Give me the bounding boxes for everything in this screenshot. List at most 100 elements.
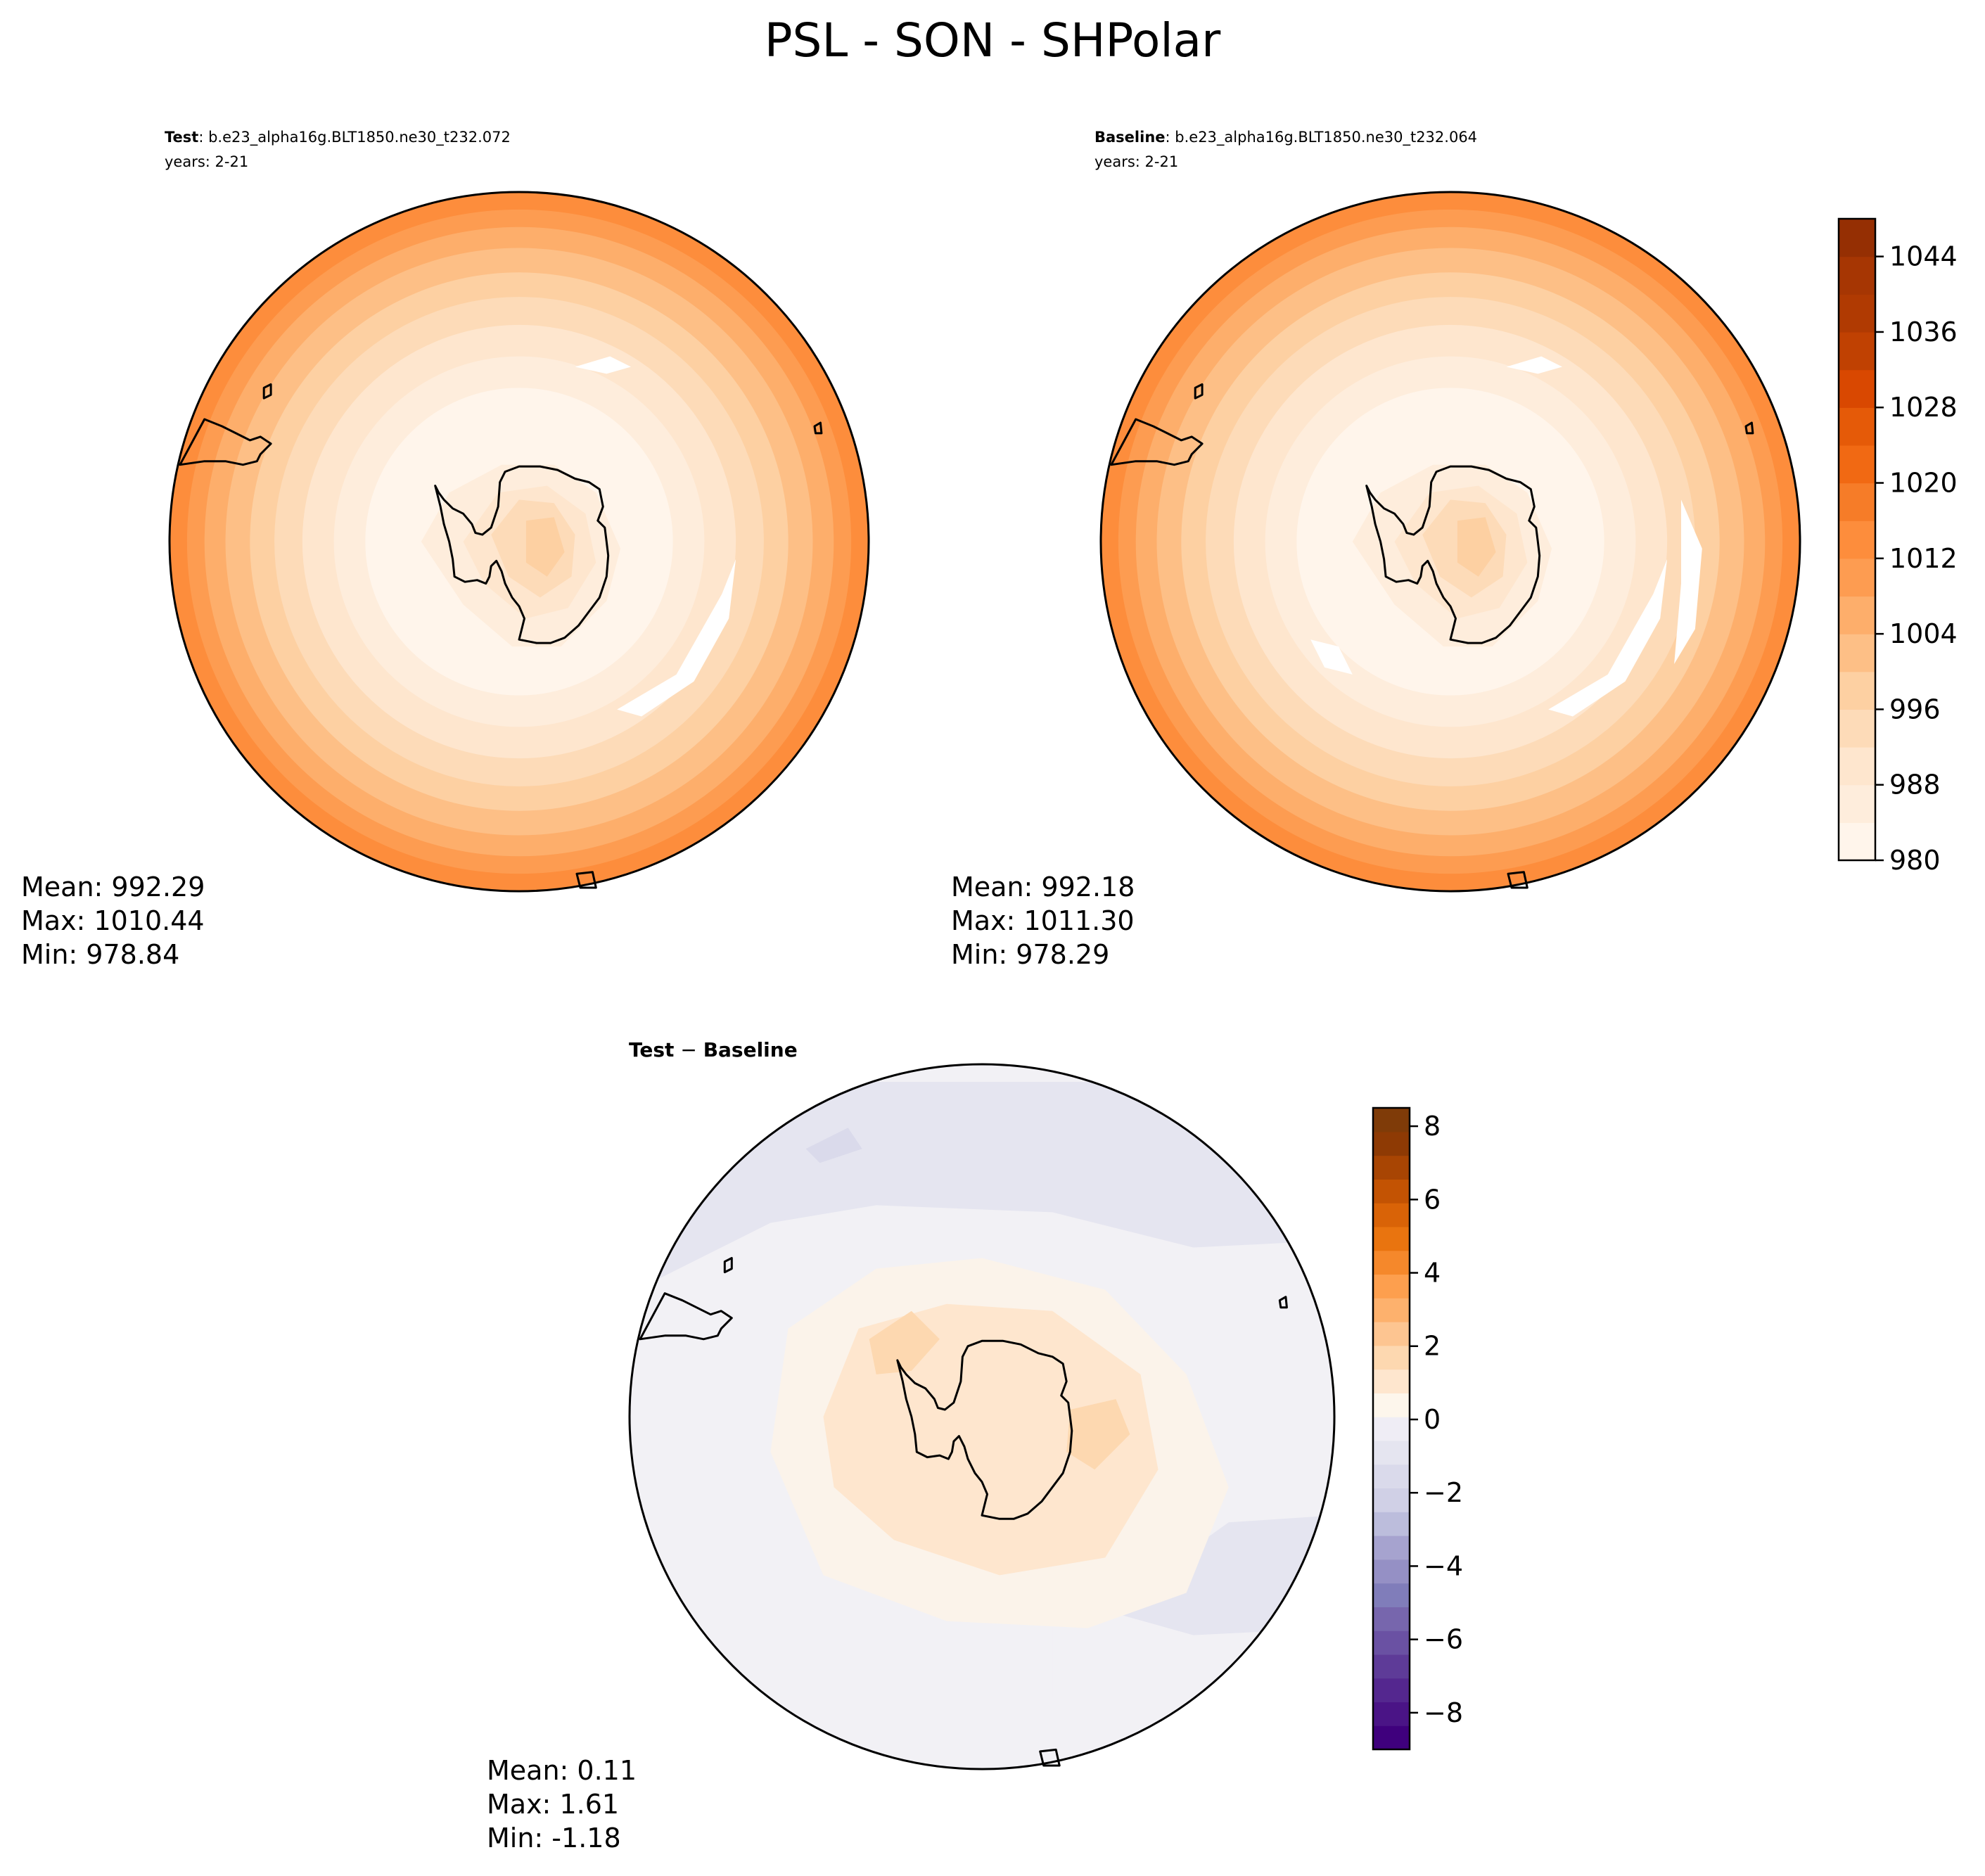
colorbar-segment bbox=[1373, 1488, 1410, 1512]
colorbar-tick-label: 6 bbox=[1424, 1184, 1441, 1215]
colorbar-tick-label: 8 bbox=[1424, 1111, 1441, 1142]
colorbar-segment bbox=[1373, 1440, 1410, 1465]
island-coast bbox=[1194, 383, 1204, 400]
difference-map bbox=[630, 1064, 1334, 1769]
difference-title-bold-b: Baseline bbox=[703, 1038, 798, 1061]
colorbar-tick-label: −8 bbox=[1424, 1697, 1463, 1728]
difference-contour-band bbox=[1066, 1399, 1130, 1470]
low-pressure-area bbox=[1506, 356, 1562, 374]
island-coast bbox=[1278, 1296, 1288, 1309]
low-pressure-area bbox=[617, 559, 736, 717]
colorbar-segment bbox=[1839, 331, 1875, 371]
colorbar-segment bbox=[1839, 709, 1875, 748]
colorbar-segment bbox=[1373, 1654, 1410, 1679]
island-coast bbox=[813, 421, 823, 435]
figure-title: PSL - SON - SHPolar bbox=[765, 13, 1221, 68]
colorbar-segment bbox=[1839, 369, 1875, 408]
test-min: Min: 978.84 bbox=[21, 939, 179, 970]
island-coast bbox=[723, 1257, 733, 1274]
low-pressure-area bbox=[575, 356, 631, 374]
colorbar-segment bbox=[1373, 1702, 1410, 1726]
colorbar-tick-label: 1028 bbox=[1889, 392, 1958, 423]
colorbar-tick-label: 2 bbox=[1424, 1331, 1441, 1362]
test-title-rest: : b.e23_alpha16g.BLT1850.ne30_t232.072 bbox=[198, 129, 511, 146]
colorbar-segment bbox=[1373, 1417, 1410, 1441]
colorbar-segment bbox=[1373, 1203, 1410, 1227]
colorbar-segment bbox=[1373, 1631, 1410, 1655]
colorbar-tick-label: 0 bbox=[1424, 1404, 1441, 1435]
absolute-colorbar: 980 988 996 1004 1012 1020 1028 1036 1044 bbox=[1837, 217, 1958, 876]
antarctica-coast bbox=[434, 465, 610, 644]
difference-coastline bbox=[639, 1257, 1288, 1767]
colorbar-segment bbox=[1373, 1131, 1410, 1156]
colorbar-segment bbox=[1373, 1559, 1410, 1584]
test-title-bold: Test bbox=[165, 129, 198, 146]
colorbar-segment bbox=[1373, 1345, 1410, 1370]
island-coast bbox=[1039, 1748, 1061, 1767]
colorbar-segment bbox=[1839, 445, 1875, 484]
difference-max: Max: 1.61 bbox=[487, 1789, 619, 1820]
test-title: Test: b.e23_alpha16g.BLT1850.ne30_t232.0… bbox=[165, 129, 511, 146]
difference-mean: Mean: 0.11 bbox=[487, 1755, 637, 1786]
difference-contour-band bbox=[630, 1082, 1334, 1294]
colorbar-segment bbox=[1373, 1298, 1410, 1322]
colorbar-segment bbox=[1839, 784, 1875, 823]
colorbar-segment bbox=[1839, 483, 1875, 521]
baseline-title-bold: Baseline bbox=[1094, 129, 1166, 146]
colorbar-tick-label: −2 bbox=[1424, 1477, 1463, 1508]
test-mean: Mean: 992.29 bbox=[21, 872, 205, 902]
pressure-contour-band bbox=[1457, 517, 1496, 577]
colorbar-tick-label: −4 bbox=[1424, 1550, 1463, 1581]
colorbar-segment bbox=[1839, 747, 1875, 786]
colorbar-tick-label: 980 bbox=[1889, 845, 1941, 876]
baseline-map-outline bbox=[1099, 191, 1801, 893]
colorbar-segment bbox=[1373, 1369, 1410, 1393]
low-pressure-area bbox=[1548, 559, 1668, 717]
colorbar-tick-label: 1036 bbox=[1889, 317, 1958, 347]
colorbar-segment bbox=[1839, 256, 1875, 295]
colorbar-segment bbox=[1373, 1226, 1410, 1251]
colorbar-segment bbox=[1373, 1393, 1410, 1417]
difference-panel: Test − Baseline Mean: 0.11 Max: 1.61 Min… bbox=[487, 1038, 1336, 1853]
colorbar-tick-label: 1004 bbox=[1889, 618, 1958, 649]
difference-contour-band bbox=[869, 1310, 940, 1374]
baseline-map bbox=[1101, 192, 1800, 891]
colorbar-segment bbox=[1839, 219, 1875, 257]
colorbar-segment bbox=[1373, 1464, 1410, 1489]
colorbar-segment bbox=[1839, 521, 1875, 559]
colorbar-tick-label: 4 bbox=[1424, 1258, 1441, 1289]
colorbar-segment bbox=[1373, 1108, 1410, 1132]
colorbar-segment bbox=[1373, 1607, 1410, 1631]
difference-contour-band bbox=[1105, 1515, 1334, 1635]
colorbar-segment bbox=[1373, 1583, 1410, 1607]
colorbar-frame bbox=[1837, 217, 1877, 862]
low-pressure-area bbox=[1674, 499, 1702, 664]
difference-title: Test − Baseline bbox=[629, 1038, 798, 1061]
colorbar-tick-label: 996 bbox=[1889, 694, 1941, 725]
difference-contour-band bbox=[805, 1128, 862, 1163]
south-america-coast bbox=[179, 418, 272, 466]
south-america-coast bbox=[639, 1292, 733, 1341]
baseline-max: Max: 1011.30 bbox=[951, 905, 1135, 936]
baseline-mean: Mean: 992.18 bbox=[951, 872, 1135, 902]
colorbar-tick-label: 1012 bbox=[1889, 543, 1958, 574]
colorbar-segment bbox=[1373, 1274, 1410, 1298]
colorbar-segment bbox=[1839, 407, 1875, 446]
difference-colorbar: −8 −6 −4 −2 0 2 4 6 8 bbox=[1372, 1106, 1463, 1751]
baseline-title: Baseline: b.e23_alpha16g.BLT1850.ne30_t2… bbox=[1094, 129, 1477, 146]
colorbar-segment bbox=[1373, 1678, 1410, 1703]
south-america-coast bbox=[1110, 418, 1204, 466]
baseline-panel: Baseline: b.e23_alpha16g.BLT1850.ne30_t2… bbox=[951, 129, 1801, 970]
colorbar-segment bbox=[1373, 1322, 1410, 1346]
colorbar-segment bbox=[1839, 671, 1875, 710]
test-subtitle: years: 2-21 bbox=[165, 153, 248, 170]
test-map bbox=[170, 192, 869, 891]
colorbar-tick-label: 1044 bbox=[1889, 241, 1958, 272]
test-map-outline bbox=[168, 191, 870, 893]
test-panel: Test: b.e23_alpha16g.BLT1850.ne30_t232.0… bbox=[21, 129, 870, 970]
low-pressure-area bbox=[1310, 639, 1353, 675]
colorbar-segment bbox=[1839, 634, 1875, 672]
colorbar-tick-label: 1020 bbox=[1889, 468, 1958, 499]
baseline-coastline bbox=[1110, 383, 1754, 889]
